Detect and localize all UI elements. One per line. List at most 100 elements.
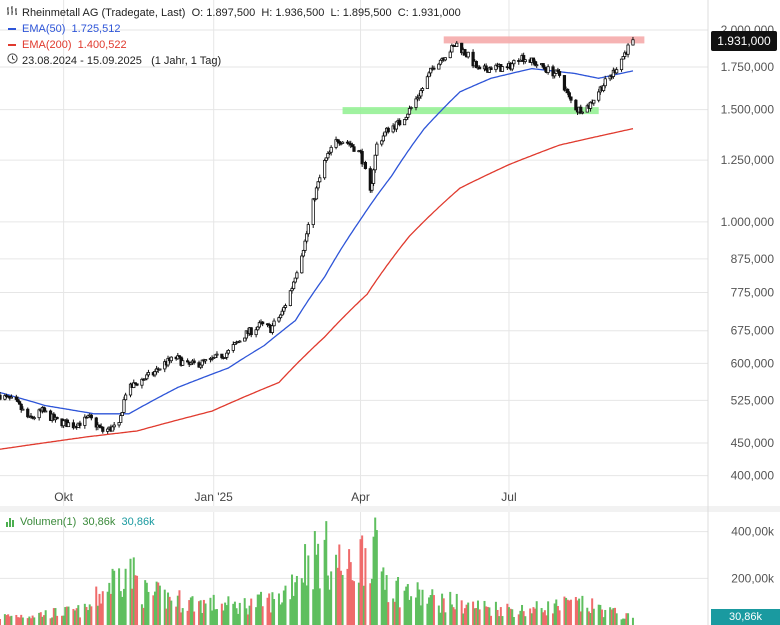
volume-bar <box>83 603 86 625</box>
volume-bar <box>507 607 510 625</box>
volume-bar <box>542 612 545 625</box>
candle-body <box>318 177 322 183</box>
volume-bar <box>476 600 479 625</box>
candle-body <box>120 411 124 416</box>
ohlc-close-label: C: <box>397 7 409 19</box>
last-price-tag: 1.931,000 <box>711 31 777 51</box>
volume-bar <box>330 571 333 625</box>
volume-bar <box>569 599 572 625</box>
candle-body <box>270 325 275 333</box>
candle-body <box>484 65 488 71</box>
candle-body <box>295 272 299 279</box>
volume-bar <box>599 604 602 625</box>
candle-body <box>619 58 624 71</box>
candle-body <box>140 378 144 386</box>
ohlc-high-label: H: <box>261 7 273 19</box>
volume-bar <box>106 591 109 625</box>
volume-bar <box>485 606 488 625</box>
legend-ema50-row[interactable]: EMA(50) 1.725,512 <box>6 21 461 37</box>
ohlc-open-label: O: <box>191 7 204 19</box>
candle-body <box>463 49 467 56</box>
volume-bar <box>140 604 143 625</box>
volume-bar <box>449 591 452 625</box>
volume-bar <box>552 613 555 625</box>
volume-bar <box>28 616 31 625</box>
volume-bar <box>153 591 156 625</box>
volume-bar <box>406 584 409 625</box>
volume-bar <box>540 608 543 625</box>
panel-separator <box>0 506 780 512</box>
candle-body <box>135 383 139 386</box>
candle-body <box>370 183 374 191</box>
volume-bar <box>589 613 592 625</box>
volume-bar <box>351 580 354 625</box>
volume-bar <box>353 581 355 625</box>
volume-bar <box>168 596 171 625</box>
volume-bar <box>121 596 124 625</box>
candle-body <box>510 63 514 70</box>
volume-bar <box>348 549 351 625</box>
candle-body <box>626 44 630 55</box>
candle-body <box>78 422 82 426</box>
volume-bar <box>463 608 466 625</box>
volume-bar <box>568 600 571 625</box>
candle-body <box>66 422 71 428</box>
volume-bar <box>566 599 569 625</box>
candle-body <box>541 63 545 68</box>
candle-body <box>368 168 372 191</box>
volume-bar <box>266 597 269 625</box>
volume-bar <box>49 618 52 625</box>
volume-bar <box>369 583 372 625</box>
volume-bar <box>256 594 259 625</box>
volume-bar <box>260 591 263 625</box>
volume-bar <box>370 578 373 625</box>
volume-bar <box>547 601 550 625</box>
candle-body <box>277 317 281 322</box>
candle-body <box>466 51 470 58</box>
volume-bar <box>421 589 424 625</box>
resistance-band <box>443 36 645 44</box>
volume-bar <box>452 607 455 625</box>
x-tick-label: Apr <box>351 490 370 504</box>
candle-body <box>243 337 247 342</box>
candle-body <box>523 59 527 62</box>
candle-body <box>340 141 345 144</box>
level-bands <box>342 36 645 115</box>
candle-body <box>128 383 133 396</box>
candle-body <box>71 422 76 429</box>
period-label: (1 Jahr, 1 Tag) <box>151 55 222 67</box>
volume-bar <box>521 604 524 625</box>
volume-bar <box>501 616 504 625</box>
volume-bar <box>100 603 103 625</box>
volume-bar <box>284 585 287 625</box>
candle-body <box>553 72 557 77</box>
candle-body <box>380 140 384 145</box>
volume-bar <box>62 615 65 625</box>
candle-body <box>62 420 66 427</box>
candle-body <box>9 396 14 399</box>
volume-bar <box>462 613 465 625</box>
volume-bar <box>96 605 99 625</box>
volume-bar <box>509 608 512 625</box>
ema50-value: 1.725,512 <box>71 23 121 35</box>
candle-body <box>448 51 452 59</box>
volume-bar <box>201 612 204 625</box>
volume-bar <box>496 609 499 625</box>
candle-body <box>414 98 418 108</box>
volume-bar <box>405 586 408 625</box>
volume-bar <box>20 614 23 625</box>
candle-body <box>603 78 607 87</box>
volume-bar <box>359 539 362 625</box>
candle-body <box>419 90 423 97</box>
volume-bar <box>118 568 121 625</box>
volume-bar <box>609 607 612 625</box>
candle-body <box>153 371 157 376</box>
candle-body <box>220 353 224 359</box>
legend-ema200-row[interactable]: EMA(200) 1.400,522 <box>6 37 461 53</box>
volume-bar <box>220 603 223 625</box>
candle-body <box>145 374 149 380</box>
candle-body <box>282 307 286 312</box>
volume-bar <box>467 602 470 625</box>
candle-body <box>169 356 173 362</box>
